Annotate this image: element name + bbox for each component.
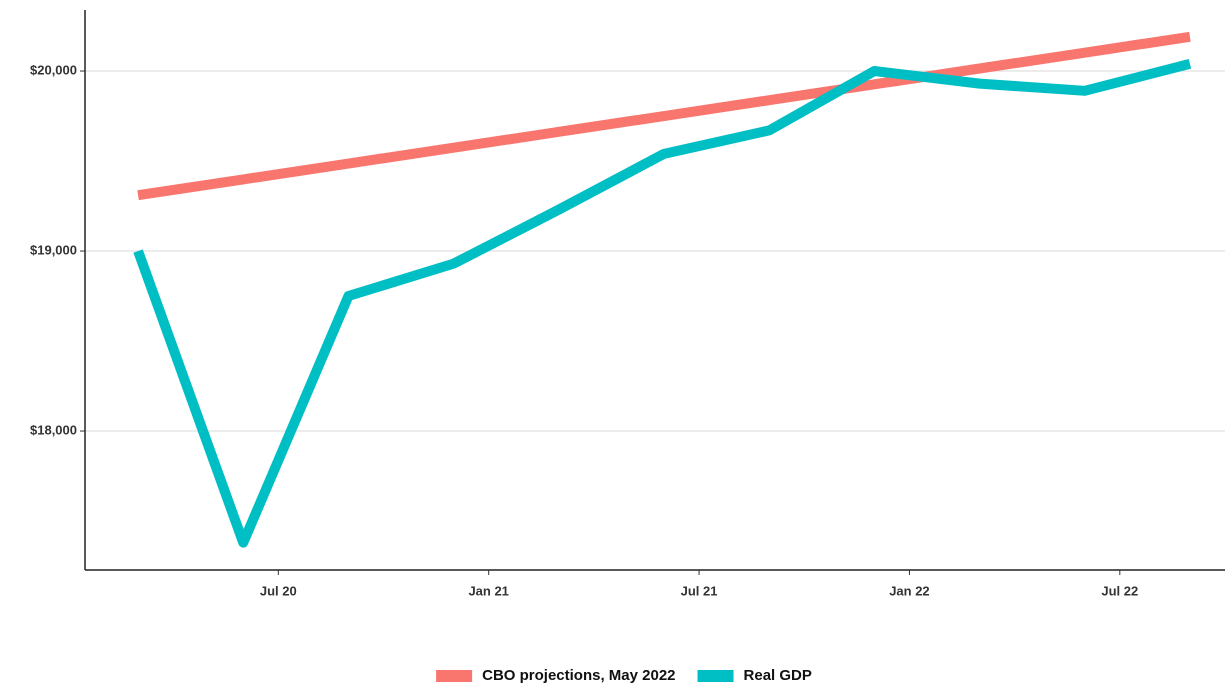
y-tick-label: $20,000: [30, 62, 77, 77]
x-tick-label: Jan 22: [889, 583, 929, 598]
series-line: [133, 58, 1192, 548]
y-tick-label: $18,000: [30, 422, 77, 437]
x-tick-label: Jan 21: [468, 583, 508, 598]
y-tick-label: $19,000: [30, 242, 77, 257]
legend-label: CBO projections, May 2022: [482, 667, 675, 684]
x-tick-label: Jul 20: [260, 583, 297, 598]
series-line: [137, 31, 1191, 201]
legend-label: Real GDP: [744, 667, 812, 684]
x-tick-label: Jul 22: [1101, 583, 1138, 598]
legend-swatch: [697, 670, 734, 682]
legend-swatch: [436, 670, 473, 682]
x-tick-label: Jul 21: [681, 583, 718, 598]
